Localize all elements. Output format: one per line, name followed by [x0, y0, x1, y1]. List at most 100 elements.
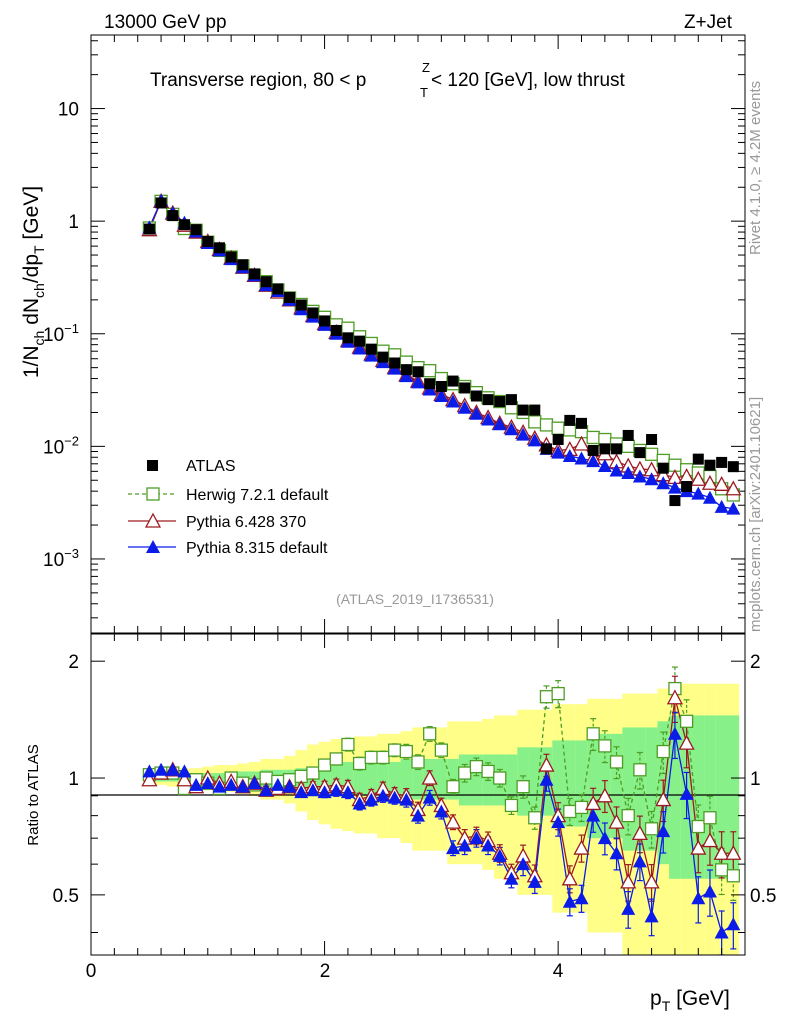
- pythia8-ratio-point: [621, 901, 636, 915]
- pythia8-point: [492, 417, 507, 431]
- herwig-ratio-point: [516, 780, 530, 794]
- legend-pythia6: Pythia 6.428 370: [128, 512, 306, 531]
- stat-band-bin: [587, 733, 600, 839]
- herwig-ratio-point: [609, 755, 624, 769]
- main-ticks: [90, 35, 746, 633]
- atlas-point: [249, 268, 260, 280]
- atlas-point: [505, 394, 517, 406]
- y-tick-label-ratio-right: 0.5: [750, 886, 776, 907]
- legend: ATLAS Herwig 7.2.1 default Pythia 6.428 …: [128, 458, 329, 557]
- y-tick-label-ratio: 1: [68, 769, 79, 790]
- pythia8-point: [644, 472, 659, 486]
- herwig-point: [423, 364, 437, 378]
- pythia6-ratio-point: [444, 813, 462, 829]
- pythia6-ratio-point: [666, 689, 684, 705]
- pythia8-point: [562, 449, 577, 463]
- herwig-ratio-point: [574, 800, 589, 815]
- pythia6-ratio-point: [678, 734, 695, 750]
- herwig-ratio-point: [656, 744, 670, 759]
- pythia8-point: [551, 445, 566, 459]
- atlas-point: [354, 335, 366, 347]
- y-tick-label-main: 10−3: [43, 546, 79, 571]
- atlas-point: [727, 461, 739, 473]
- stat-band-bin: [645, 727, 658, 851]
- pythia8-ratio-point: [259, 783, 274, 797]
- pythia8-ratio-point: [270, 777, 285, 791]
- pythia6-point: [701, 474, 719, 490]
- pythia8-ratio-point: [294, 785, 309, 799]
- atlas-point: [599, 443, 611, 455]
- atlas-point: [692, 453, 704, 465]
- y-tick-label-ratio: 2: [68, 652, 79, 673]
- legend-atlas-label: ATLAS: [186, 458, 236, 475]
- pythia8-ratio-point: [317, 785, 332, 799]
- title-main: Transverse region, 80 < p: [150, 70, 366, 91]
- herwig-ratio-point: [411, 755, 425, 769]
- pythia6-ratio-point: [690, 839, 707, 855]
- herwig-point: [539, 418, 554, 432]
- herwig-ratio-point: [493, 771, 507, 785]
- main-data: [141, 192, 742, 515]
- atlas-point: [540, 443, 552, 455]
- atlas-point: [190, 224, 202, 236]
- atlas-point: [716, 456, 728, 468]
- atlas-point: [284, 291, 296, 303]
- atlas-point: [167, 210, 179, 222]
- pythia6-ratio-point: [421, 769, 438, 785]
- legend-pythia8: Pythia 8.315 default: [128, 540, 328, 557]
- pythia8-ratio-point: [154, 762, 169, 776]
- herwig-ratio-point: [644, 822, 659, 836]
- atlas-point: [576, 417, 587, 429]
- pythia8-ratio-point: [224, 777, 239, 791]
- rivet-version-label: Rivet 4.1.0, ≥ 4.2M events: [747, 81, 764, 255]
- ratio-ticks: [90, 634, 746, 955]
- stat-band-bin: [669, 715, 681, 879]
- atlas-point: [657, 462, 669, 474]
- atlas-point: [225, 251, 237, 263]
- herwig-point: [528, 415, 542, 429]
- pythia8-ratio-point: [375, 788, 390, 802]
- atlas-point: [412, 366, 424, 378]
- stat-band-bin: [575, 740, 588, 827]
- y-tick-label-ratio-right: 2: [750, 652, 761, 673]
- pythia8-point: [609, 463, 624, 477]
- pythia8-ratio-point: [667, 726, 682, 740]
- pythia8-ratio-point: [562, 894, 577, 908]
- pythia8-ratio-point: [691, 891, 706, 905]
- pythia8-ratio-point: [644, 909, 659, 923]
- pythia8-ratio-point: [679, 786, 694, 800]
- title-tail: < 120 [GeV], low thrust: [431, 70, 626, 91]
- herwig-ratio-point: [317, 758, 332, 772]
- atlas-point: [178, 219, 190, 231]
- atlas-point: [260, 276, 272, 288]
- pythia8-point: [714, 499, 729, 513]
- stat-band-bin: [435, 758, 448, 800]
- atlas-point: [704, 459, 716, 471]
- legend-pythia8-label: Pythia 8.315 default: [186, 540, 328, 557]
- herwig-ratio-point: [434, 743, 449, 757]
- atlas-point: [377, 351, 389, 363]
- process-label: Z+Jet: [684, 12, 733, 33]
- x-axis-label-text: pT [GeV]: [650, 987, 730, 1014]
- pythia8-ratio-point: [656, 824, 671, 838]
- atlas-point: [435, 381, 447, 393]
- pythia6-ratio-point: [561, 870, 578, 886]
- stat-band-bin: [528, 747, 541, 816]
- pythia8-point: [469, 406, 484, 420]
- herwig-ratio-point: [504, 798, 519, 813]
- atlas-point: [272, 283, 284, 295]
- atlas-point: [307, 307, 319, 319]
- herwig-ratio-point: [563, 804, 577, 819]
- pythia8-point: [399, 369, 414, 383]
- herwig-ratio-point: [679, 714, 694, 728]
- atlas-point: [319, 315, 331, 327]
- pythia8-ratio-point: [516, 857, 531, 871]
- pythia8-line: [148, 199, 734, 510]
- legend-herwig-marker: [146, 487, 160, 501]
- pythia6-ratio-point: [573, 839, 590, 855]
- herwig-ratio-point: [726, 869, 740, 883]
- stat-band-bin: [412, 758, 424, 800]
- pythia8-point: [446, 394, 461, 408]
- atlas-point: [669, 495, 681, 507]
- pythia6-ratio-point: [631, 825, 648, 841]
